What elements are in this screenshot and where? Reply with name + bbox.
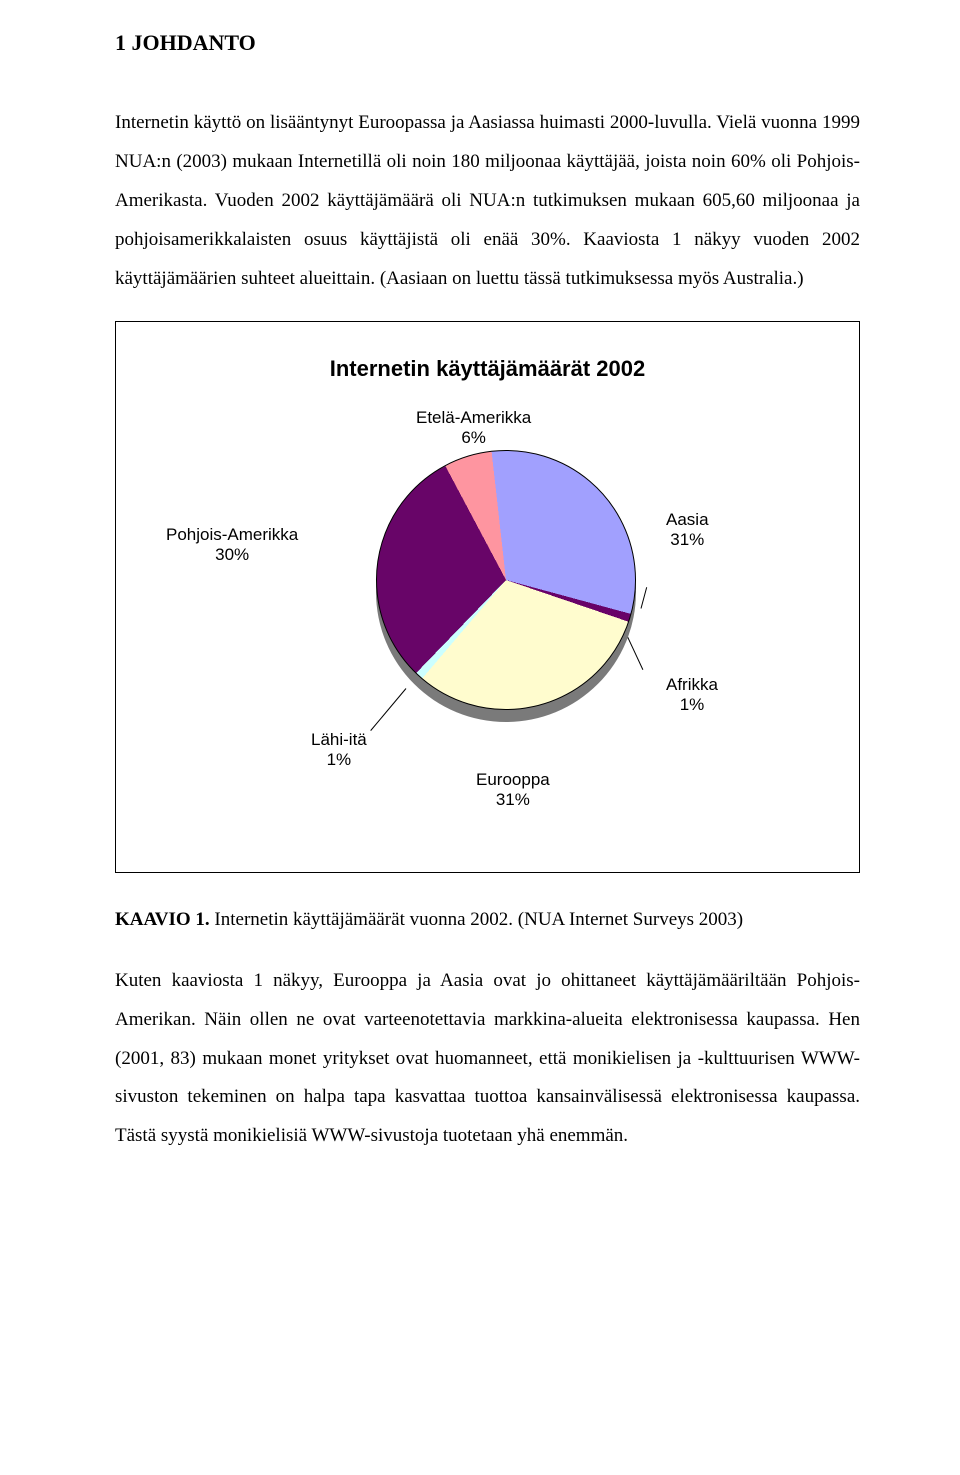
intro-paragraph: Internetin käyttö on lisääntynyt Euroopa…	[115, 104, 860, 299]
slice-label-eurooppa: Eurooppa 31%	[476, 770, 550, 811]
pie-disc	[330, 404, 682, 756]
caption-label: KAAVIO 1.	[115, 909, 210, 930]
slice-label-aasia: Aasia 31%	[666, 510, 709, 551]
slice-label-afrikka: Afrikka 1%	[666, 675, 718, 716]
pie-graphic	[376, 450, 636, 710]
slice-name: Pohjois-Amerikka	[166, 525, 298, 544]
slice-percent: 31%	[670, 530, 704, 549]
slice-percent: 30%	[215, 545, 249, 564]
slice-name: Afrikka	[666, 675, 718, 694]
slice-name: Etelä-Amerikka	[416, 408, 531, 427]
slice-label-etela-amerikka: Etelä-Amerikka 6%	[416, 408, 531, 449]
caption-text: Internetin käyttäjämäärät vuonna 2002. (…	[210, 909, 743, 930]
slice-label-pohjois-amerikka: Pohjois-Amerikka 30%	[166, 525, 298, 566]
document-page: 1 JOHDANTO Internetin käyttö on lisäänty…	[0, 0, 960, 1475]
slice-name: Lähi-itä	[311, 730, 367, 749]
chart-caption: KAAVIO 1. Internetin käyttäjämäärät vuon…	[115, 901, 860, 940]
leader-line	[641, 587, 648, 609]
pie-chart-container: Internetin käyttäjämäärät 2002 Etelä-Ame…	[115, 321, 860, 873]
pie-chart: Etelä-Amerikka 6% Pohjois-Amerikka 30% A…	[136, 420, 839, 840]
slice-percent: 1%	[680, 695, 705, 714]
slice-percent: 1%	[327, 750, 352, 769]
slice-label-lahi-ita: Lähi-itä 1%	[311, 730, 367, 771]
slice-name: Eurooppa	[476, 770, 550, 789]
body-paragraph: Kuten kaaviosta 1 näkyy, Eurooppa ja Aas…	[115, 962, 860, 1157]
chart-title: Internetin käyttäjämäärät 2002	[136, 356, 839, 382]
slice-name: Aasia	[666, 510, 709, 529]
slice-percent: 6%	[461, 428, 486, 447]
section-heading: 1 JOHDANTO	[115, 30, 860, 56]
slice-percent: 31%	[496, 790, 530, 809]
